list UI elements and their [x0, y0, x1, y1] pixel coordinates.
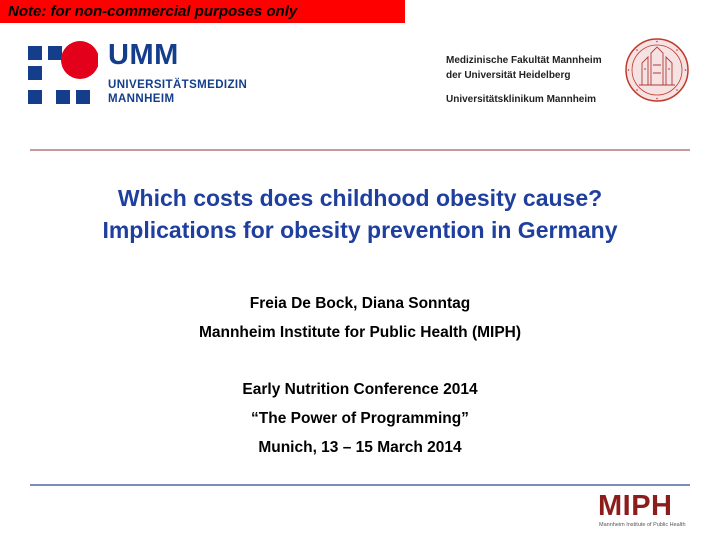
heidelberg-line1: Medizinische Fakultät Mannheim — [446, 55, 602, 66]
authors-block: Freia De Bock, Diana Sonntag Mannheim In… — [20, 289, 700, 347]
miph-wordmark: MIPH — [598, 490, 673, 522]
umm-logo: UMM UNIVERSITÄTSMEDIZIN MANNHEIM — [28, 38, 258, 108]
conference-name: Early Nutrition Conference 2014 — [242, 381, 478, 398]
divider-top — [30, 149, 690, 151]
umm-subtitle-line1: UNIVERSITÄTSMEDIZIN — [108, 79, 248, 91]
conference-place-date: Munich, 13 – 15 March 2014 — [258, 439, 462, 456]
umm-subtitle: UNIVERSITÄTSMEDIZIN MANNHEIM — [108, 78, 247, 106]
title-line1: Which costs does childhood obesity cause… — [117, 185, 603, 211]
heidelberg-seal-icon — [625, 38, 689, 102]
presentation-title: Which costs does childhood obesity cause… — [20, 182, 700, 246]
heidelberg-line2: der Universität Heidelberg — [446, 70, 571, 81]
miph-logo: MIPH Mannheim Institute of Public Health — [598, 490, 694, 530]
author-names: Freia De Bock, Diana Sonntag — [249, 295, 471, 312]
title-line2: Implications for obesity prevention in G… — [102, 217, 618, 243]
author-institute: Mannheim Institute for Public Health (MI… — [198, 324, 522, 341]
divider-bottom — [30, 484, 690, 486]
umm-subtitle-line2: MANNHEIM — [108, 93, 175, 105]
miph-subtitle: Mannheim Institute of Public Health — [599, 522, 686, 528]
umm-wordmark: UMM — [108, 39, 179, 71]
conference-block: Early Nutrition Conference 2014 “The Pow… — [20, 375, 700, 462]
heidelberg-line3: Universitätsklinikum Mannheim — [446, 94, 597, 105]
disclaimer-note: Note: for non-commercial purposes only — [0, 0, 405, 23]
heidelberg-affiliation: Medizinische Fakultät Mannheim der Unive… — [446, 53, 602, 107]
umm-mark-icon — [28, 41, 98, 104]
conference-motto: “The Power of Programming” — [251, 410, 469, 427]
